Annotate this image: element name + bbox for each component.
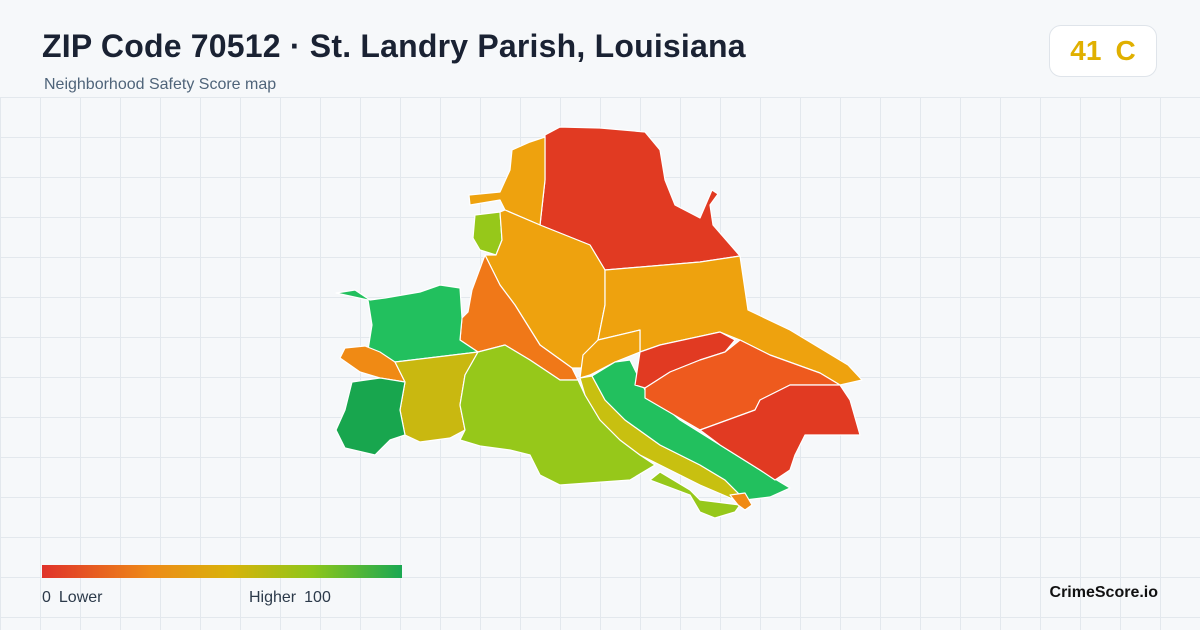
legend-min-value: 0 bbox=[42, 589, 51, 606]
legend-low-label: 0 Lower bbox=[42, 589, 110, 607]
score-value: 41 bbox=[1070, 35, 1102, 66]
score-grade: C bbox=[1115, 35, 1136, 66]
region-northwest-tiny-green[interactable] bbox=[472, 211, 503, 256]
legend-high-label: Higher 100 bbox=[249, 589, 339, 607]
region-southwest[interactable] bbox=[335, 377, 406, 456]
legend-min-text: Lower bbox=[58, 589, 103, 606]
legend-max-text: Higher bbox=[249, 589, 297, 606]
region-far-west[interactable] bbox=[335, 284, 479, 363]
region-south-tip-orange[interactable] bbox=[729, 492, 753, 511]
region-south-central[interactable] bbox=[459, 344, 656, 486]
header: ZIP Code 70512 · St. Landry Parish, Loui… bbox=[0, 0, 1200, 97]
brand-logo-text[interactable]: CrimeScore.io bbox=[1049, 584, 1158, 601]
safety-score-badge: 41 C bbox=[1049, 25, 1157, 77]
region-northwest-strip[interactable] bbox=[468, 136, 546, 226]
legend-max-value: 100 bbox=[304, 589, 331, 606]
region-southeast-red[interactable] bbox=[699, 384, 861, 481]
legend-gradient-bar bbox=[42, 565, 402, 578]
region-south-tip-green[interactable] bbox=[649, 471, 741, 519]
page-subtitle: Neighborhood Safety Score map bbox=[44, 76, 277, 93]
page-title: ZIP Code 70512 · St. Landry Parish, Loui… bbox=[42, 28, 746, 64]
